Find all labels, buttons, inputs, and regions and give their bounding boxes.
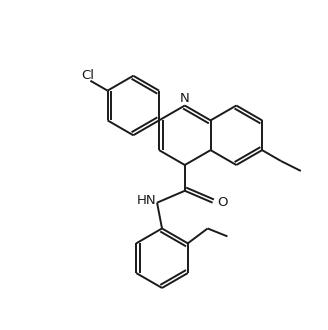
Text: O: O (217, 196, 228, 209)
Text: HN: HN (136, 194, 156, 207)
Text: N: N (180, 92, 190, 105)
Text: Cl: Cl (81, 69, 94, 82)
